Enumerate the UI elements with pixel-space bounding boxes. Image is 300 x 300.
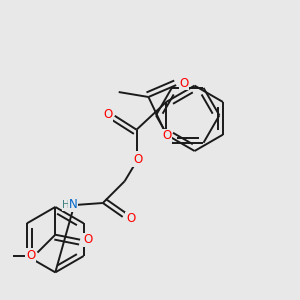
Text: H: H (62, 200, 70, 210)
Text: O: O (26, 249, 35, 262)
Text: N: N (69, 199, 77, 212)
Text: O: O (126, 212, 135, 225)
Text: O: O (103, 108, 112, 121)
Text: O: O (163, 129, 172, 142)
Text: O: O (133, 153, 142, 166)
Text: O: O (83, 233, 93, 246)
Text: O: O (179, 76, 189, 90)
